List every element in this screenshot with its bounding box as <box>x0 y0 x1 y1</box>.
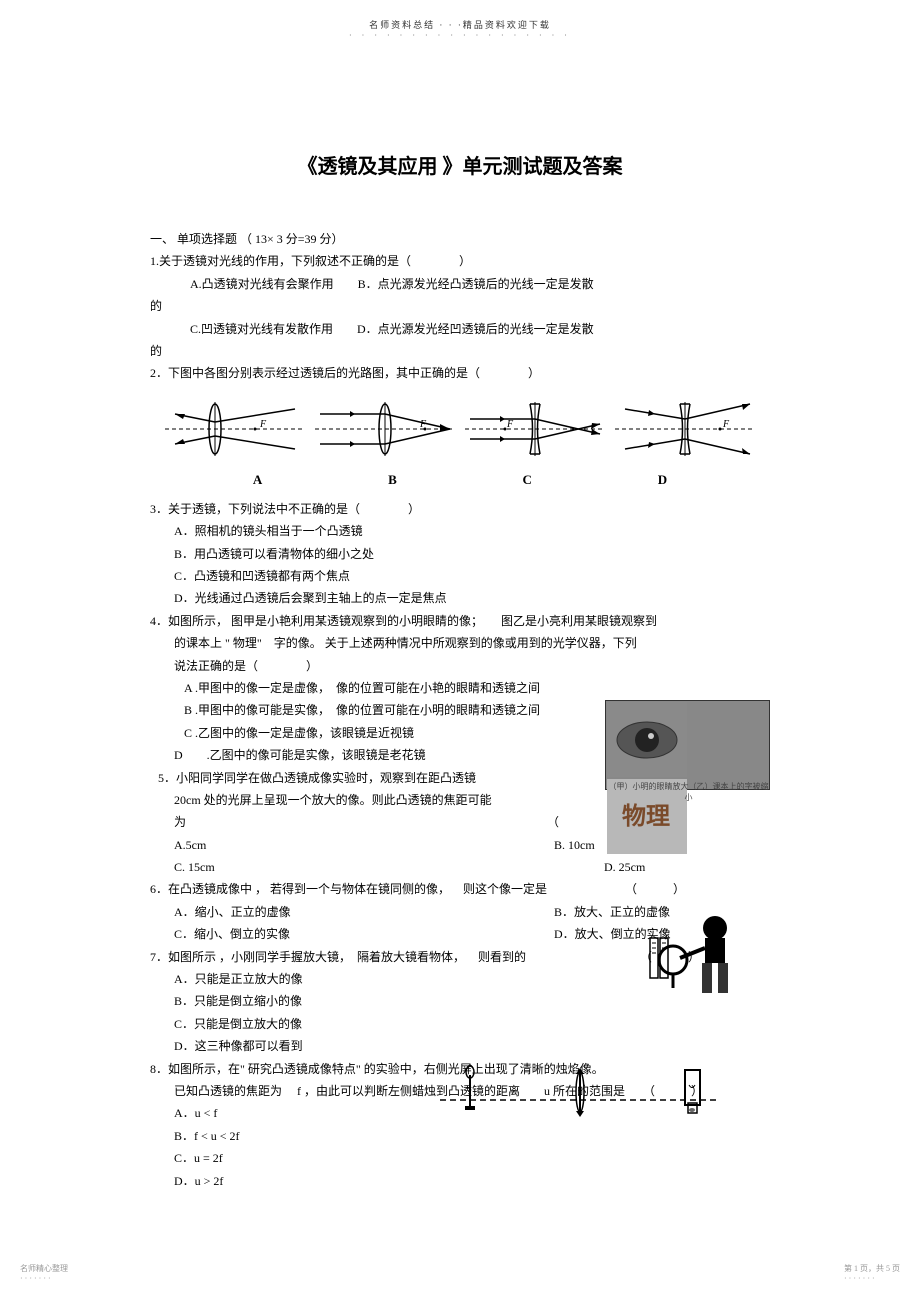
q1-de1: 的 <box>150 296 770 316</box>
q4-a: A .甲图中的像一定是虚像， 像的位置可能在小艳的眼睛和透镜之间 <box>150 678 770 698</box>
q2-labels: A B C D <box>150 469 770 491</box>
q5-l3-left: 为 <box>174 812 544 832</box>
q4-image: 物理 （甲）小明的眼睛放大（乙）课本上的字被缩小 <box>605 700 770 790</box>
header-text: 名师资料总结 · · ·精品资料欢迎下载 <box>0 0 920 31</box>
q1-de2: 的 <box>150 341 770 361</box>
q5-row2: C. 15cm D. 25cm <box>150 857 770 877</box>
footer-right-text: 第 1 页，共 5 页 <box>844 1263 900 1274</box>
q5-d: D. 25cm <box>604 857 645 877</box>
footer-left-text: 名师精心整理 <box>20 1263 68 1274</box>
q3-d: D．光线通过凸透镜后会聚到主轴上的点一定是焦点 <box>150 588 770 608</box>
section-header: 一、 单项选择题 （ 13× 3 分=39 分） <box>150 229 770 249</box>
eye-pane-jia <box>607 702 687 777</box>
header-dots: · · · · · · · · · · · · · · · · · · <box>0 31 920 40</box>
q8-c: C．u = 2f <box>150 1148 770 1168</box>
label-a: A <box>253 469 262 491</box>
q3-c: C．凸透镜和凹透镜都有两个焦点 <box>150 566 770 586</box>
q3-a: A．照相机的镜头相当于一个凸透镜 <box>150 521 770 541</box>
eye-caption: （甲）小明的眼睛放大（乙）课本上的字被缩小 <box>606 781 771 803</box>
label-b: B <box>388 469 397 491</box>
q8-d: D．u > 2f <box>150 1171 770 1191</box>
page-title: 《透镜及其应用 》单元测试题及答案 <box>0 150 920 179</box>
svg-text:F: F <box>506 419 514 430</box>
q8-diagram <box>440 1060 720 1120</box>
q3-b: B．用凸透镜可以看清物体的细小之处 <box>150 544 770 564</box>
q6-stem-r: 则这个像一定是 （ ） <box>453 882 685 896</box>
label-d: D <box>658 469 667 491</box>
label-c: C <box>523 469 532 491</box>
lens-diagram-a: F <box>165 394 305 464</box>
footer-right: 第 1 页，共 5 页 · · · · · · · <box>844 1263 900 1283</box>
q4-l2: 的课本上 " 物理" 字的像。 关于上述两种情况中所观察到的像或用到的光学仪器，… <box>150 633 770 653</box>
q6-stem-l: 6．在凸透镜成像中 ， 若得到一个与物体在镜同侧的像， <box>150 882 450 896</box>
q4-l3: 说法正确的是（ ） <box>150 656 770 676</box>
q4-stem: 4．如图所示， 图甲是小艳利用某透镜观察到的小明眼睛的像； 图乙是小亮利用某眼镜… <box>150 611 770 631</box>
q5-a: A.5cm <box>174 835 554 855</box>
q3-stem: 3．关于透镜，下列说法中不正确的是（ ） <box>150 499 770 519</box>
lens-diagram-b: F <box>315 394 455 464</box>
q2-stem: 2．下图中各图分别表示经过透镜后的光路图，其中正确的是（ ） <box>150 363 770 383</box>
lens-diagram-d: F <box>615 394 755 464</box>
q5-c: C. 15cm <box>174 857 604 877</box>
q7-c: C．只能是倒立放大的像 <box>150 1014 770 1034</box>
q6-stem: 6．在凸透镜成像中 ， 若得到一个与物体在镜同侧的像， 则这个像一定是 （ ） <box>150 879 770 899</box>
q6-a: A．缩小、正立的虚像 <box>174 902 554 922</box>
lens-diagram-c: F <box>465 394 605 464</box>
q5-b: B. 10cm <box>554 835 595 855</box>
q2-diagrams: F F <box>150 394 770 464</box>
q7-image <box>645 908 755 998</box>
q7-d: D．这三种像都可以看到 <box>150 1036 770 1056</box>
q1-opt-c: C.凹透镜对光线有发散作用 D．点光源发光经凹透镜后的光线一定是发散 <box>150 319 770 339</box>
footer-right-dots: · · · · · · · <box>844 1274 900 1283</box>
svg-text:物理: 物理 <box>622 803 670 830</box>
q7-stem-l: 7．如图所示 ，小刚同学手握放大镜， 隔着放大镜看物体， <box>150 950 465 964</box>
svg-text:F: F <box>259 419 267 430</box>
footer-left: 名师精心整理 · · · · · · · <box>20 1263 68 1283</box>
q8-b: B．f < u < 2f <box>150 1126 770 1146</box>
footer-left-dots: · · · · · · · <box>20 1274 68 1283</box>
q1-stem: 1.关于透镜对光线的作用，下列叙述不正确的是（ ） <box>150 251 770 271</box>
q6-c: C．缩小、倒立的实像 <box>174 924 554 944</box>
svg-text:F: F <box>722 419 730 430</box>
q1-opt-a: A.凸透镜对光线有会聚作用 B．点光源发光经凸透镜后的光线一定是发散 <box>150 274 770 294</box>
content-area: 一、 单项选择题 （ 13× 3 分=39 分） 1.关于透镜对光线的作用，下列… <box>0 229 920 1191</box>
